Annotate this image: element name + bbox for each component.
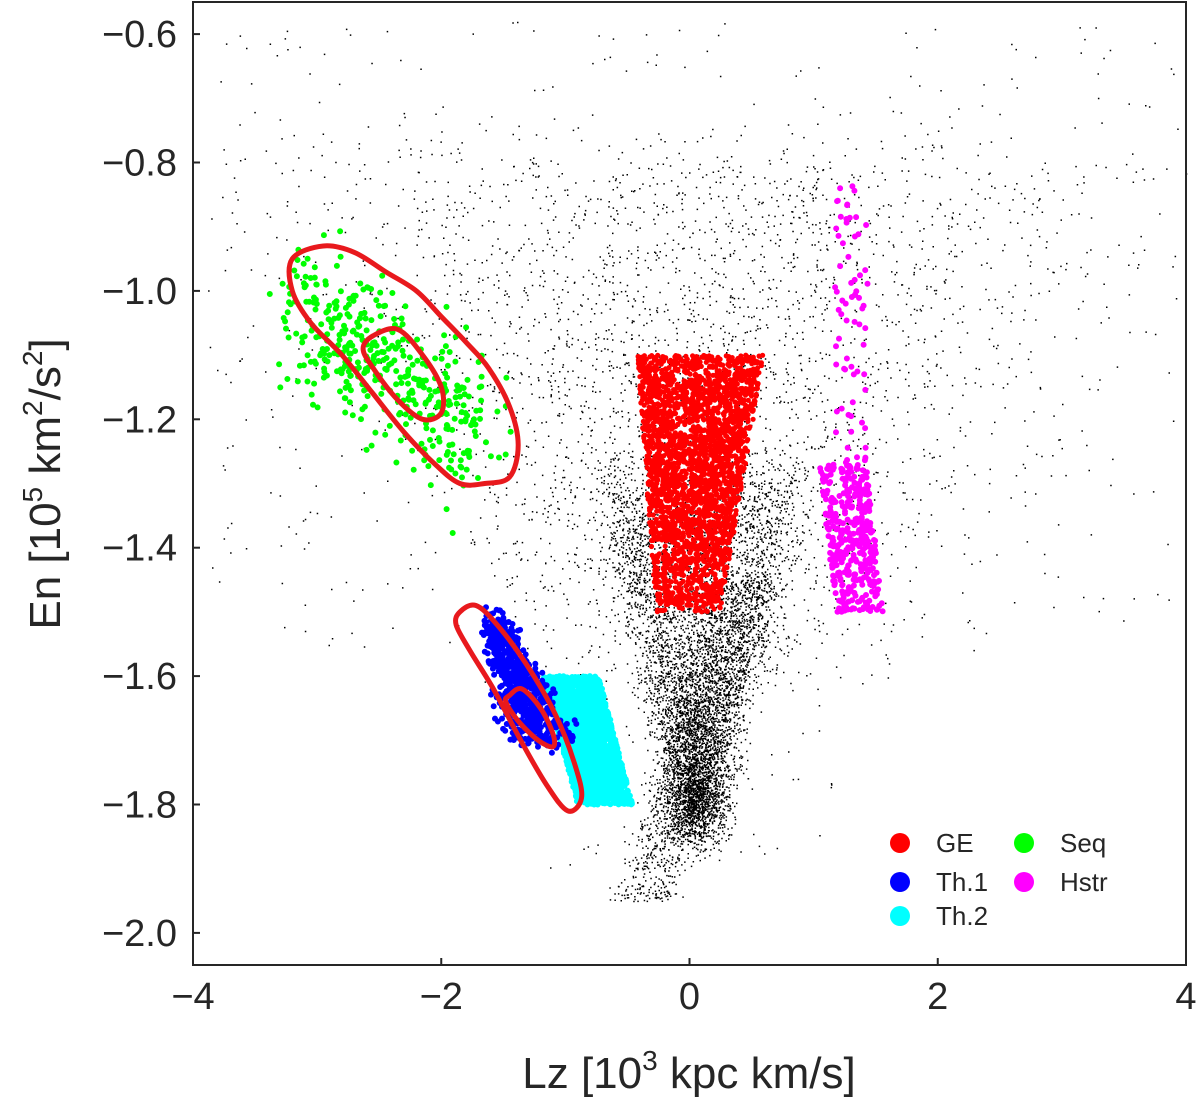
- y-tick-label: −1.0: [102, 271, 177, 313]
- legend-marker-hstr: [1014, 872, 1034, 892]
- series-points: [266, 183, 886, 808]
- y-tick-label: −1.8: [102, 785, 177, 827]
- legend-marker-th-1: [890, 872, 910, 892]
- series-seq-points: [266, 228, 514, 536]
- y-tick-label: −1.2: [102, 399, 177, 441]
- legend-label-seq: Seq: [1060, 828, 1106, 858]
- background-point-cloud: [208, 21, 1188, 903]
- legend-marker-ge: [890, 833, 910, 853]
- y-tick-label: −1.6: [102, 656, 177, 698]
- density-contour-4: [502, 686, 558, 750]
- x-axis-label: Lz [103 kpc km/s]: [522, 1045, 855, 1098]
- legend-marker-seq: [1014, 833, 1034, 853]
- y-tick-label: −2.0: [102, 913, 177, 955]
- legend-label-ge: GE: [936, 828, 974, 858]
- axis-ticks: −4 −2 0 2 4 −2.0 −1.8 −1.6 −1.4 −1.2 −1.0 −0.8 −0.6: [102, 14, 1197, 1018]
- legend-label-hstr: Hstr: [1060, 867, 1108, 897]
- density-contour-1: [286, 243, 521, 488]
- legend-marker-th-2: [890, 906, 910, 926]
- series-hstr-points: [817, 183, 886, 615]
- x-tick-label: 4: [1175, 976, 1196, 1018]
- x-tick-label: −4: [171, 976, 214, 1018]
- legend: GE Th.1 Th.2 Seq Hstr: [890, 828, 1108, 931]
- legend-label-th-2: Th.2: [936, 901, 988, 931]
- density-contours: [286, 243, 585, 814]
- legend-label-th-1: Th.1: [936, 867, 988, 897]
- x-tick-label: 0: [679, 976, 700, 1018]
- y-axis-label: En [105 km2/s2]: [17, 338, 70, 629]
- x-tick-label: −2: [420, 976, 463, 1018]
- y-tick-label: −0.8: [102, 143, 177, 185]
- y-tick-label: −0.6: [102, 14, 177, 56]
- density-contour-3: [453, 602, 585, 814]
- density-contour-2: [360, 326, 447, 423]
- series-ge-points: [635, 352, 766, 615]
- series-th-2-points: [541, 673, 635, 808]
- y-tick-label: −1.4: [102, 528, 177, 570]
- background-points: [208, 21, 1188, 903]
- x-tick-label: 2: [927, 976, 948, 1018]
